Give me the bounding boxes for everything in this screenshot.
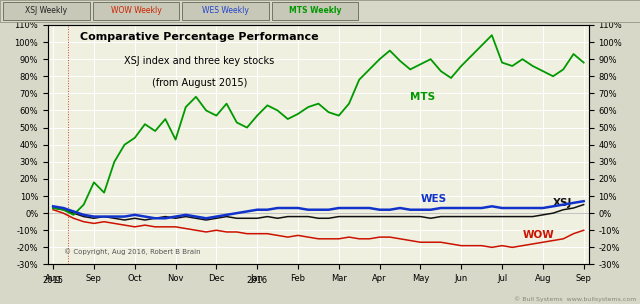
Text: WOW: WOW bbox=[522, 230, 554, 240]
Text: MTS Weekly: MTS Weekly bbox=[289, 6, 342, 16]
Text: WES Weekly: WES Weekly bbox=[202, 6, 249, 16]
Text: XSJ index and three key stocks: XSJ index and three key stocks bbox=[124, 56, 275, 66]
Text: (from August 2015): (from August 2015) bbox=[152, 78, 247, 88]
Text: WES: WES bbox=[420, 195, 447, 205]
Text: 2015: 2015 bbox=[43, 276, 63, 285]
Text: XSJ Weekly: XSJ Weekly bbox=[26, 6, 67, 16]
Text: MTS: MTS bbox=[410, 92, 435, 102]
Text: 2016: 2016 bbox=[246, 276, 268, 285]
Text: Comparative Percentage Performance: Comparative Percentage Performance bbox=[80, 32, 319, 42]
Text: © Copyright, Aug 2016, Robert B Brain: © Copyright, Aug 2016, Robert B Brain bbox=[64, 248, 201, 255]
Text: WOW Weekly: WOW Weekly bbox=[111, 6, 161, 16]
Text: XSJ: XSJ bbox=[553, 198, 572, 208]
Text: © Bull Systems  www.bullsystems.com: © Bull Systems www.bullsystems.com bbox=[515, 297, 637, 302]
